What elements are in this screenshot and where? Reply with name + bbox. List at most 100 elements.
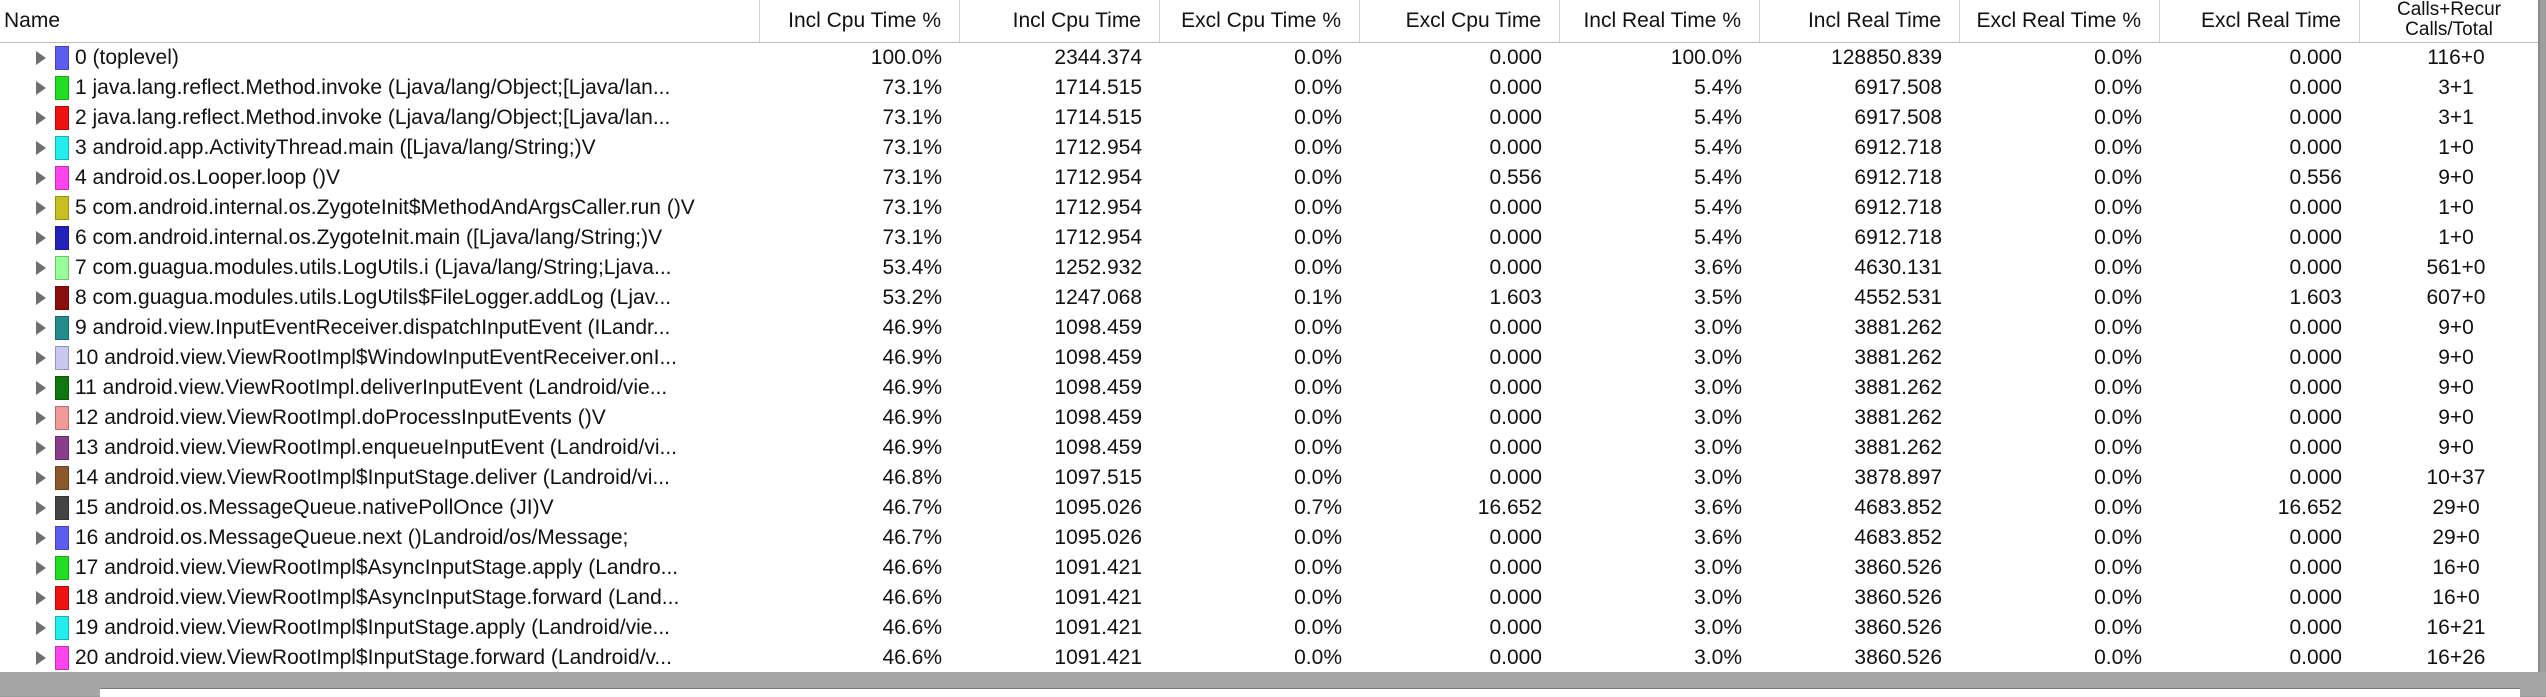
table-row[interactable]: 14 android.view.ViewRootImpl$InputStage.… — [0, 463, 2538, 493]
expand-triangle-icon[interactable] — [36, 231, 46, 245]
method-name: 11 android.view.ViewRootImpl.deliverInpu… — [75, 376, 668, 399]
column-header-incl-cpu[interactable]: Incl Cpu Time — [960, 0, 1160, 42]
profile-table: Name Incl Cpu Time % Incl Cpu Time Excl … — [0, 0, 2540, 672]
expand-triangle-icon[interactable] — [36, 261, 46, 275]
column-header-excl-real[interactable]: Excl Real Time — [2160, 0, 2360, 42]
expand-triangle-icon[interactable] — [36, 381, 46, 395]
cell-incl-real: 3881.262 — [1854, 436, 1942, 459]
expand-triangle-icon[interactable] — [36, 561, 46, 575]
table-row[interactable]: 8 com.guagua.modules.utils.LogUtils$File… — [0, 283, 2538, 313]
table-row[interactable]: 15 android.os.MessageQueue.nativePollOnc… — [0, 493, 2538, 523]
expand-triangle-icon[interactable] — [36, 411, 46, 425]
column-header-calls[interactable]: Calls+Recur Calls/Total — [2396, 0, 2501, 40]
cell-incl-cpu: 1098.459 — [1054, 346, 1142, 369]
cell-incl-real: 6912.718 — [1854, 226, 1942, 249]
method-name: 17 android.view.ViewRootImpl$AsyncInputS… — [75, 556, 679, 579]
cell-name: 19 android.view.ViewRootImpl$InputStage.… — [0, 613, 760, 643]
table-row[interactable]: 12 android.view.ViewRootImpl.doProcessIn… — [0, 403, 2538, 433]
table-row[interactable]: 20 android.view.ViewRootImpl$InputStage.… — [0, 643, 2538, 672]
cell-excl-real-pct: 0.0% — [2094, 106, 2142, 129]
cell-excl-real-pct: 0.0% — [2094, 526, 2142, 549]
color-swatch — [55, 466, 69, 490]
column-header-excl-cpu[interactable]: Excl Cpu Time — [1360, 0, 1560, 42]
column-header-excl-real-pct[interactable]: Excl Real Time % — [1960, 0, 2160, 42]
cell-excl-cpu: 0.000 — [1489, 586, 1542, 609]
color-swatch — [55, 106, 69, 130]
expand-triangle-icon[interactable] — [36, 201, 46, 215]
expand-triangle-icon[interactable] — [36, 291, 46, 305]
cell-excl-cpu-pct: 0.0% — [1294, 406, 1342, 429]
column-header-excl-cpu-pct[interactable]: Excl Cpu Time % — [1160, 0, 1360, 42]
cell-incl-real-pct: 5.4% — [1694, 136, 1742, 159]
table-row[interactable]: 1 java.lang.reflect.Method.invoke (Ljava… — [0, 73, 2538, 103]
table-row[interactable]: 0 (toplevel) 100.0% 2344.374 0.0% 0.000 100.0… — [0, 43, 2538, 73]
cell-excl-cpu: 0.000 — [1489, 646, 1542, 669]
expand-triangle-icon[interactable] — [36, 531, 46, 545]
expand-triangle-icon[interactable] — [36, 51, 46, 65]
cell-excl-real-pct: 0.0% — [2094, 346, 2142, 369]
column-header-incl-cpu-pct[interactable]: Incl Cpu Time % — [760, 0, 960, 42]
column-header-name[interactable]: Name — [0, 0, 760, 42]
cell-incl-real: 3860.526 — [1854, 556, 1942, 579]
table-row[interactable]: 11 android.view.ViewRootImpl.deliverInpu… — [0, 373, 2538, 403]
cell-name: 0 (toplevel) — [0, 43, 760, 73]
color-swatch — [55, 586, 69, 610]
cell-excl-real-pct: 0.0% — [2094, 256, 2142, 279]
cell-excl-real-pct: 0.0% — [2094, 466, 2142, 489]
table-row[interactable]: 2 java.lang.reflect.Method.invoke (Ljava… — [0, 103, 2538, 133]
method-name: 8 com.guagua.modules.utils.LogUtils$File… — [75, 286, 672, 309]
cell-incl-real-pct: 3.5% — [1694, 286, 1742, 309]
cell-excl-cpu: 0.000 — [1489, 316, 1542, 339]
table-row[interactable]: 17 android.view.ViewRootImpl$AsyncInputS… — [0, 553, 2538, 583]
cell-excl-cpu-pct: 0.0% — [1294, 376, 1342, 399]
expand-triangle-icon[interactable] — [36, 111, 46, 125]
expand-triangle-icon[interactable] — [36, 501, 46, 515]
expand-triangle-icon[interactable] — [36, 591, 46, 605]
cell-incl-real-pct: 3.6% — [1694, 496, 1742, 519]
cell-incl-real: 3878.897 — [1854, 466, 1942, 489]
cell-excl-real-pct: 0.0% — [2094, 166, 2142, 189]
cell-excl-cpu-pct: 0.0% — [1294, 106, 1342, 129]
cell-excl-real: 16.652 — [2277, 496, 2342, 519]
table-row[interactable]: 6 com.android.internal.os.ZygoteInit.mai… — [0, 223, 2538, 253]
cell-excl-cpu-pct: 0.0% — [1294, 616, 1342, 639]
cell-excl-cpu-pct: 0.0% — [1294, 76, 1342, 99]
expand-triangle-icon[interactable] — [36, 651, 46, 665]
color-swatch — [55, 436, 69, 460]
column-header-incl-real[interactable]: Incl Real Time — [1760, 0, 1960, 42]
search-field[interactable] — [100, 688, 2520, 697]
cell-name: 7 com.guagua.modules.utils.LogUtils.i (L… — [0, 253, 760, 283]
color-swatch — [55, 496, 69, 520]
table-row[interactable]: 16 android.os.MessageQueue.next ()Landro… — [0, 523, 2538, 553]
cell-excl-cpu-pct: 0.0% — [1294, 316, 1342, 339]
table-row[interactable]: 18 android.view.ViewRootImpl$AsyncInputS… — [0, 583, 2538, 613]
expand-triangle-icon[interactable] — [36, 321, 46, 335]
cell-incl-real-pct: 3.0% — [1694, 556, 1742, 579]
expand-triangle-icon[interactable] — [36, 171, 46, 185]
cell-calls: 3+1 — [2438, 76, 2474, 99]
expand-triangle-icon[interactable] — [36, 81, 46, 95]
method-name: 15 android.os.MessageQueue.nativePollOnc… — [75, 496, 554, 519]
table-row[interactable]: 10 android.view.ViewRootImpl$WindowInput… — [0, 343, 2538, 373]
expand-triangle-icon[interactable] — [36, 471, 46, 485]
color-swatch — [55, 406, 69, 430]
table-row[interactable]: 5 com.android.internal.os.ZygoteInit$Met… — [0, 193, 2538, 223]
table-row[interactable]: 13 android.view.ViewRootImpl.enqueueInpu… — [0, 433, 2538, 463]
table-row[interactable]: 4 android.os.Looper.loop ()V 73.1% 1712.95… — [0, 163, 2538, 193]
expand-triangle-icon[interactable] — [36, 141, 46, 155]
expand-triangle-icon[interactable] — [36, 441, 46, 455]
cell-excl-real: 0.000 — [2289, 466, 2342, 489]
cell-incl-real: 6917.508 — [1854, 106, 1942, 129]
table-row[interactable]: 7 com.guagua.modules.utils.LogUtils.i (L… — [0, 253, 2538, 283]
expand-triangle-icon[interactable] — [36, 351, 46, 365]
expand-triangle-icon[interactable] — [36, 621, 46, 635]
cell-incl-real: 3881.262 — [1854, 346, 1942, 369]
cell-excl-cpu: 0.000 — [1489, 346, 1542, 369]
cell-incl-real: 4683.852 — [1854, 496, 1942, 519]
table-row[interactable]: 3 android.app.ActivityThread.main ([Ljav… — [0, 133, 2538, 163]
table-row[interactable]: 19 android.view.ViewRootImpl$InputStage.… — [0, 613, 2538, 643]
color-swatch — [55, 166, 69, 190]
cell-excl-real-pct: 0.0% — [2094, 286, 2142, 309]
table-row[interactable]: 9 android.view.InputEventReceiver.dispat… — [0, 313, 2538, 343]
column-header-incl-real-pct[interactable]: Incl Real Time % — [1560, 0, 1760, 42]
